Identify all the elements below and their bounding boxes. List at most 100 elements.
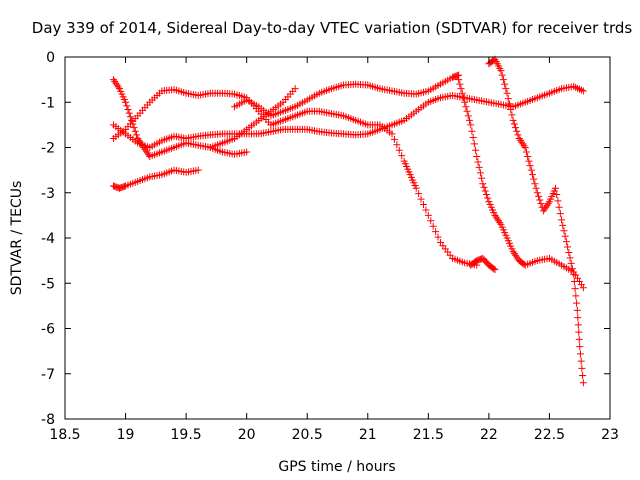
data-point [130, 124, 138, 132]
data-point [141, 145, 149, 153]
data-point [419, 201, 427, 209]
data-point [140, 144, 148, 151]
data-point [398, 152, 406, 160]
data-point [393, 141, 401, 149]
data-point [570, 277, 578, 285]
data-point [509, 116, 517, 124]
data-point [125, 109, 133, 117]
data-point [577, 357, 585, 365]
data-point [542, 203, 550, 211]
y-tick-label: -3 [41, 186, 55, 202]
data-point [535, 192, 543, 200]
data-point [417, 195, 425, 203]
data-point [114, 83, 122, 91]
data-point [524, 153, 532, 161]
y-tick-label: -4 [41, 231, 55, 247]
data-point [498, 71, 506, 79]
series-arc-9 [467, 254, 499, 274]
data-point [564, 243, 572, 251]
chart-title: Day 339 of 2014, Sidereal Day-to-day VTE… [32, 19, 633, 37]
data-point [497, 67, 505, 75]
data-point [510, 249, 518, 257]
data-point [508, 111, 516, 119]
data-point [516, 136, 524, 144]
data-point [122, 98, 130, 106]
data-point [512, 124, 520, 132]
data-point [505, 100, 513, 108]
data-point [390, 135, 398, 143]
data-point [519, 140, 527, 148]
data-point [526, 162, 534, 170]
data-point [480, 183, 488, 191]
data-point [490, 265, 498, 273]
data-point [530, 175, 538, 183]
data-point [559, 221, 567, 229]
data-point [567, 259, 575, 267]
data-point [555, 203, 563, 211]
data-point [503, 89, 511, 97]
series-arc-6 [231, 71, 463, 120]
data-point [422, 206, 430, 214]
plot-frame [64, 56, 611, 420]
data-point [492, 213, 500, 221]
data-point [565, 248, 573, 256]
x-tick-label: 21 [359, 427, 377, 443]
data-point [537, 200, 545, 208]
data-point [462, 103, 470, 111]
x-axis-title: GPS time / hours [278, 459, 395, 475]
data-point [131, 127, 139, 135]
data-point [525, 157, 533, 165]
data-point [531, 180, 539, 188]
series-arc-2 [109, 76, 251, 161]
data-point [514, 131, 522, 139]
data-point [575, 328, 583, 336]
data-point [568, 265, 576, 273]
data-point [478, 174, 486, 182]
data-point [539, 207, 547, 215]
y-tick-label: -2 [41, 141, 55, 157]
data-point [415, 190, 423, 198]
data-point [578, 364, 586, 372]
y-tick-label: -8 [41, 412, 55, 428]
y-tick-label: 0 [46, 50, 55, 66]
data-point [552, 184, 559, 192]
x-tick-label: 18.5 [49, 427, 80, 443]
data-point [521, 144, 529, 151]
data-point [472, 146, 480, 154]
data-point [527, 166, 535, 174]
data-point [560, 227, 568, 235]
data-point [513, 253, 521, 261]
data-point [533, 189, 541, 197]
data-point [572, 292, 580, 300]
data-point [556, 210, 564, 218]
data-point [509, 248, 517, 256]
data-point [388, 130, 396, 138]
data-point [412, 184, 420, 192]
data-point [502, 85, 510, 93]
data-point [484, 194, 492, 202]
data-point [429, 222, 437, 230]
data-point [558, 216, 566, 224]
data-point [495, 217, 503, 225]
data-point [139, 142, 147, 150]
series-arc-3 [109, 86, 481, 269]
data-point [111, 77, 119, 85]
data-point [573, 306, 581, 314]
data-point [510, 120, 518, 128]
data-point [532, 184, 540, 192]
data-point [464, 112, 472, 120]
y-tick-label: -6 [41, 322, 55, 338]
data-point [528, 171, 536, 179]
data-point [123, 102, 131, 110]
data-point [501, 80, 509, 88]
series-arc-5 [206, 85, 299, 151]
data-point [457, 85, 465, 93]
data-point [132, 131, 140, 139]
data-point [456, 80, 464, 88]
data-point [143, 149, 151, 157]
x-tick-label: 22 [480, 427, 498, 443]
data-point [574, 321, 582, 329]
data-point [491, 266, 499, 274]
data-point [572, 271, 580, 279]
data-point [113, 81, 121, 89]
